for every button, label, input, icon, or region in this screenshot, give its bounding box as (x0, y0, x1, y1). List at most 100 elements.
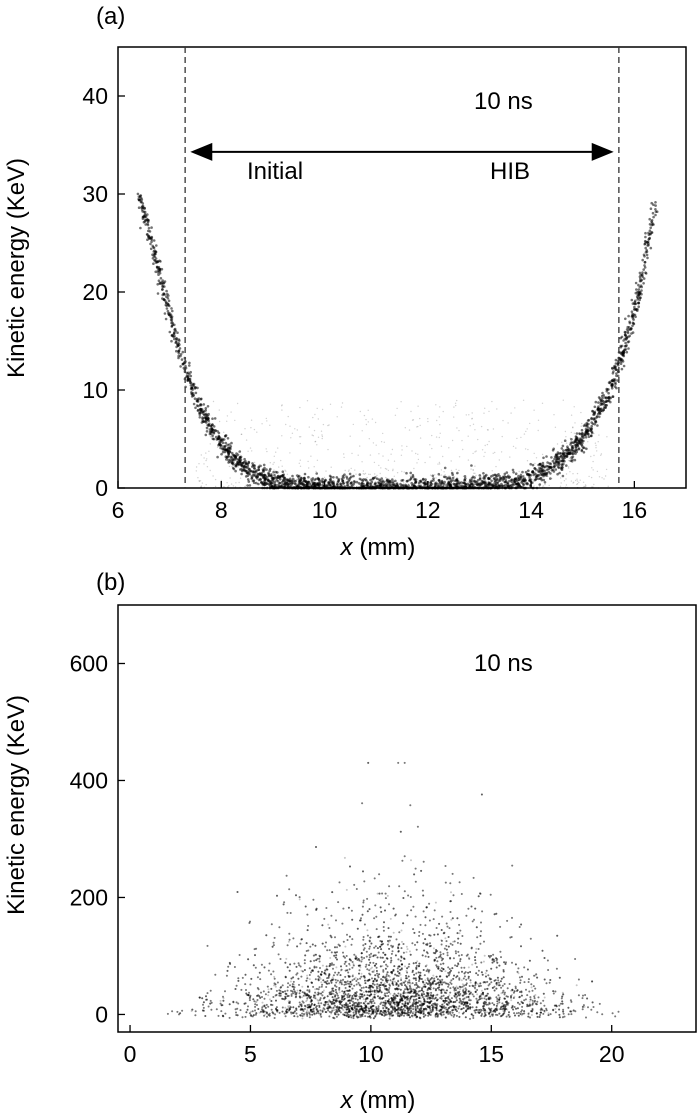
panel-a-point (505, 471, 509, 474)
panel-a-point (537, 463, 540, 467)
panel-a-point (586, 426, 590, 429)
panel-b-point (469, 981, 472, 984)
panel-a-point (199, 398, 203, 401)
panel-a-point (234, 419, 236, 422)
panel-a-point (221, 450, 225, 454)
panel-b-point (268, 998, 271, 1001)
panel-a-point (470, 464, 473, 467)
panel-b-point (285, 957, 288, 960)
panel-a-point (553, 457, 556, 461)
panel-a-point (576, 472, 579, 475)
panel-a-point (484, 407, 486, 409)
panel-a-point (636, 309, 639, 313)
panel-a-point (576, 487, 579, 489)
panel-a-point (535, 475, 538, 479)
panel-b-point (335, 966, 338, 969)
panel-a-point (405, 479, 409, 483)
panel-a-point (226, 420, 228, 422)
panel-a-point (514, 486, 517, 490)
panel-a-point (285, 480, 289, 484)
panel-a-point (391, 448, 394, 451)
panel-a-point (622, 354, 626, 358)
panel-a-point (601, 477, 603, 479)
panel-a-point (563, 487, 565, 489)
panel-a-point (574, 440, 577, 443)
panel-a-point (296, 429, 298, 431)
panel-a-point (321, 480, 325, 484)
panel-a-point (382, 484, 386, 487)
panel-a-point (486, 483, 489, 487)
panel-a-point (575, 438, 578, 441)
panel-a-point (429, 456, 431, 458)
panel-a-point (516, 485, 520, 488)
panel-a-point (293, 482, 296, 485)
panel-a-point (630, 332, 633, 335)
panel-a-point (355, 473, 357, 475)
panel-a-point (598, 411, 601, 415)
panel-a-point (491, 470, 493, 472)
panel-a-point (179, 365, 182, 368)
panel-a-arrow-label-right: HIB (490, 158, 530, 185)
panel-a-point (607, 485, 609, 487)
panel-a-point (333, 484, 336, 488)
panel-a-point (606, 436, 608, 438)
panel-a-point (611, 395, 615, 398)
panel-a-point (239, 477, 242, 479)
panel-a-point (556, 455, 560, 459)
panel-a-point (592, 417, 596, 420)
panel-a-point (509, 486, 513, 490)
panel-a-point (464, 486, 468, 490)
panel-a-point (317, 478, 321, 481)
panel-a-point (427, 418, 429, 420)
panel-a-point (648, 229, 652, 232)
panel-a-point (631, 312, 634, 316)
panel-b-point (475, 947, 478, 950)
panel-a-point (329, 477, 332, 481)
panel-a-point (464, 482, 468, 486)
panel-a-point (508, 479, 511, 483)
panel-a-point (391, 483, 395, 487)
panel-a-point (329, 486, 333, 490)
panel-a-point (278, 481, 282, 485)
panel-a-point (537, 419, 540, 421)
panel-a-point (558, 487, 561, 489)
panel-a-point (555, 463, 558, 467)
panel-a-point (315, 470, 317, 473)
panel-a-point (438, 461, 441, 464)
panel-b-point (306, 1009, 309, 1012)
panel-a-point (283, 476, 286, 479)
panel-a-point (597, 487, 600, 489)
panel-a-point (557, 461, 561, 465)
panel-a-point (537, 429, 539, 432)
panel-a-point (321, 435, 324, 438)
panel-a-point (576, 483, 578, 486)
panel-a-point (486, 429, 489, 431)
panel-a-point (212, 400, 215, 403)
panel-b-point (405, 951, 408, 954)
panel-b-point (528, 1000, 531, 1003)
panel-a-point (200, 486, 202, 488)
panel-a-point (597, 441, 599, 443)
panel-a-point (568, 452, 571, 456)
panel-a-point (177, 356, 180, 360)
panel-a-point (259, 472, 263, 476)
panel-a-point (332, 482, 335, 486)
panel-a-point (257, 482, 260, 486)
panel-b-point (301, 996, 304, 999)
panel-a-point (481, 449, 484, 451)
panel-a-point (619, 352, 623, 355)
panel-a-point (595, 444, 597, 447)
panel-a-point (559, 454, 563, 458)
panel-a-point (654, 204, 657, 207)
panel-a-point (594, 420, 598, 424)
panel-a-point (508, 475, 512, 479)
panel-a-point (412, 419, 415, 421)
panel-a-point (314, 441, 316, 443)
panel-a-point (509, 456, 511, 458)
panel-a-point (286, 473, 289, 475)
panel-a-point (256, 472, 260, 476)
panel-a-point (570, 438, 573, 441)
panel-a-point (630, 327, 633, 330)
